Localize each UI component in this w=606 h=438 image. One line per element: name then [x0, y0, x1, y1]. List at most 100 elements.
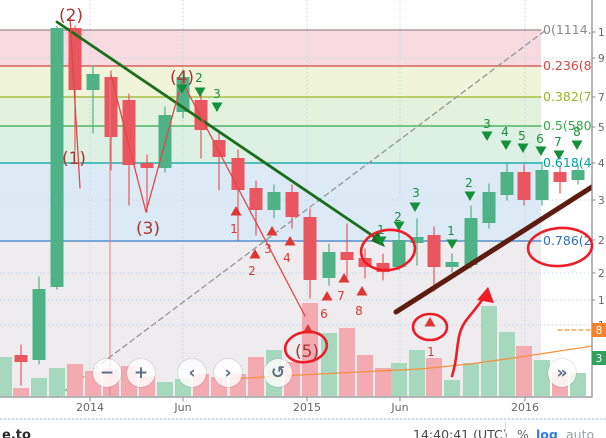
time-axis-labels[interactable]: 2014 Jun 2015 Jun 2016 [76, 396, 539, 414]
candle-body [482, 192, 496, 223]
red-count-label: 2 [248, 264, 256, 278]
axis-value-tag [592, 351, 606, 365]
green-down-triangle [194, 87, 206, 97]
volume-bar [391, 363, 407, 396]
candle-body [322, 252, 336, 278]
time-tick-label: 2014 [76, 401, 104, 414]
go-to-end-button[interactable]: » [548, 359, 576, 387]
minus-icon: − [99, 363, 115, 383]
red-count-label: 4 [283, 251, 291, 265]
green-down-triangle [481, 131, 493, 141]
time-tick-label: 2015 [293, 401, 321, 414]
zoom-out-button[interactable]: − [93, 359, 121, 387]
green-count-label: 7 [554, 135, 562, 149]
green-count-label: 3 [412, 186, 420, 200]
candle-body [376, 263, 390, 272]
candle-body [14, 355, 28, 362]
volume-bar [302, 303, 318, 396]
candle-body [445, 262, 459, 267]
price-tick-label: 2 [598, 268, 605, 280]
candle-body [410, 237, 424, 243]
green-trendline [55, 20, 381, 242]
price-tick-label: 1 [598, 27, 605, 39]
hand-drawn-circle [359, 228, 417, 272]
price-axis-background [592, 0, 606, 397]
red-count-label: 8 [355, 304, 363, 318]
hand-drawn-annotations [283, 226, 594, 378]
red-count-label: 3 [264, 242, 272, 256]
candle-body [464, 218, 478, 265]
red-count-label: 1 [230, 222, 238, 236]
fib-level-label: 0.5(580 [543, 118, 592, 133]
reset-icon: ↺ [270, 363, 286, 383]
reset-view-button[interactable]: ↺ [264, 359, 292, 387]
candle-body [122, 100, 136, 165]
axis-value-tag-label: 3 [596, 353, 603, 365]
hand-drawn-circle [283, 330, 329, 364]
chevron-left-icon: ‹ [188, 363, 196, 383]
fib-level-label: 0(1114. [543, 22, 592, 37]
elliott-wave-labels: (1) (2) (3) (4) (5) [59, 6, 319, 362]
status-bar: e.to 14:40:41 (UTC) % log auto [0, 420, 606, 438]
green-count-label: 5 [518, 129, 526, 143]
red-up-triangle [230, 206, 242, 216]
wave-label: (5) [295, 342, 319, 362]
candle-body [267, 192, 281, 210]
zoom-in-button[interactable]: + [127, 359, 155, 387]
candle-body [571, 170, 585, 180]
scroll-left-button[interactable]: ‹ [178, 359, 206, 387]
hand-drawn-circle [526, 226, 594, 268]
green-count-label: 4 [501, 125, 509, 139]
candle-body [104, 77, 118, 137]
green-down-triangle [393, 221, 405, 231]
price-tick-label: 1 [598, 295, 605, 307]
candle-body [249, 188, 263, 210]
fib-level-labels: 0(1114. 0.236(8 0.382(7 0.5(580 0.618(4 0.786… [543, 22, 592, 248]
candle-body [303, 217, 317, 280]
green-down-triangle [211, 102, 223, 112]
volume-bar [339, 328, 355, 396]
candle-body [140, 163, 154, 168]
candle-body [553, 172, 567, 182]
scale-percent-toggle[interactable]: % [517, 427, 529, 438]
green-down-triangle [517, 143, 529, 153]
green-down-triangle [409, 202, 421, 212]
wave-label: (3) [136, 219, 160, 239]
green-count-label: 3 [483, 117, 491, 131]
red-wave-line [69, 17, 81, 189]
fib-level-label: 0.786(2 [543, 233, 592, 248]
green-down-triangle [176, 84, 188, 94]
red-count-label: 6 [320, 307, 328, 321]
price-tick-label: 7 [598, 92, 605, 104]
red-count-label: 7 [337, 289, 345, 303]
candle-body [340, 252, 354, 260]
volume-bar [444, 380, 460, 396]
volume-bar [13, 388, 29, 396]
statusbar-divider [505, 422, 506, 438]
plus-icon: + [133, 363, 149, 383]
candle-body [231, 158, 245, 190]
candle-body [32, 289, 46, 360]
scale-auto-toggle[interactable]: auto [566, 427, 595, 438]
volume-bar [157, 382, 173, 396]
volume-bar [357, 355, 373, 396]
scale-log-toggle[interactable]: log [536, 427, 558, 438]
green-count-label: 2 [465, 176, 473, 190]
hand-drawn-circle [411, 312, 449, 342]
red-up-triangle [284, 236, 296, 246]
chevron-right-icon: › [224, 363, 232, 383]
wave-label: (2) [59, 6, 83, 26]
volume-bar [534, 360, 550, 396]
scroll-right-button[interactable]: › [214, 359, 242, 387]
green-down-triangle [571, 140, 583, 150]
fib-band [0, 97, 541, 126]
red-wave-line [110, 74, 306, 317]
candle-body [517, 172, 531, 200]
price-tick-label: 2 [598, 235, 605, 247]
green-count-label: 2 [195, 71, 203, 85]
axis-value-tag [592, 323, 606, 337]
fib-level-label: 0.618(4 [543, 155, 592, 170]
volume-bar [426, 358, 442, 396]
